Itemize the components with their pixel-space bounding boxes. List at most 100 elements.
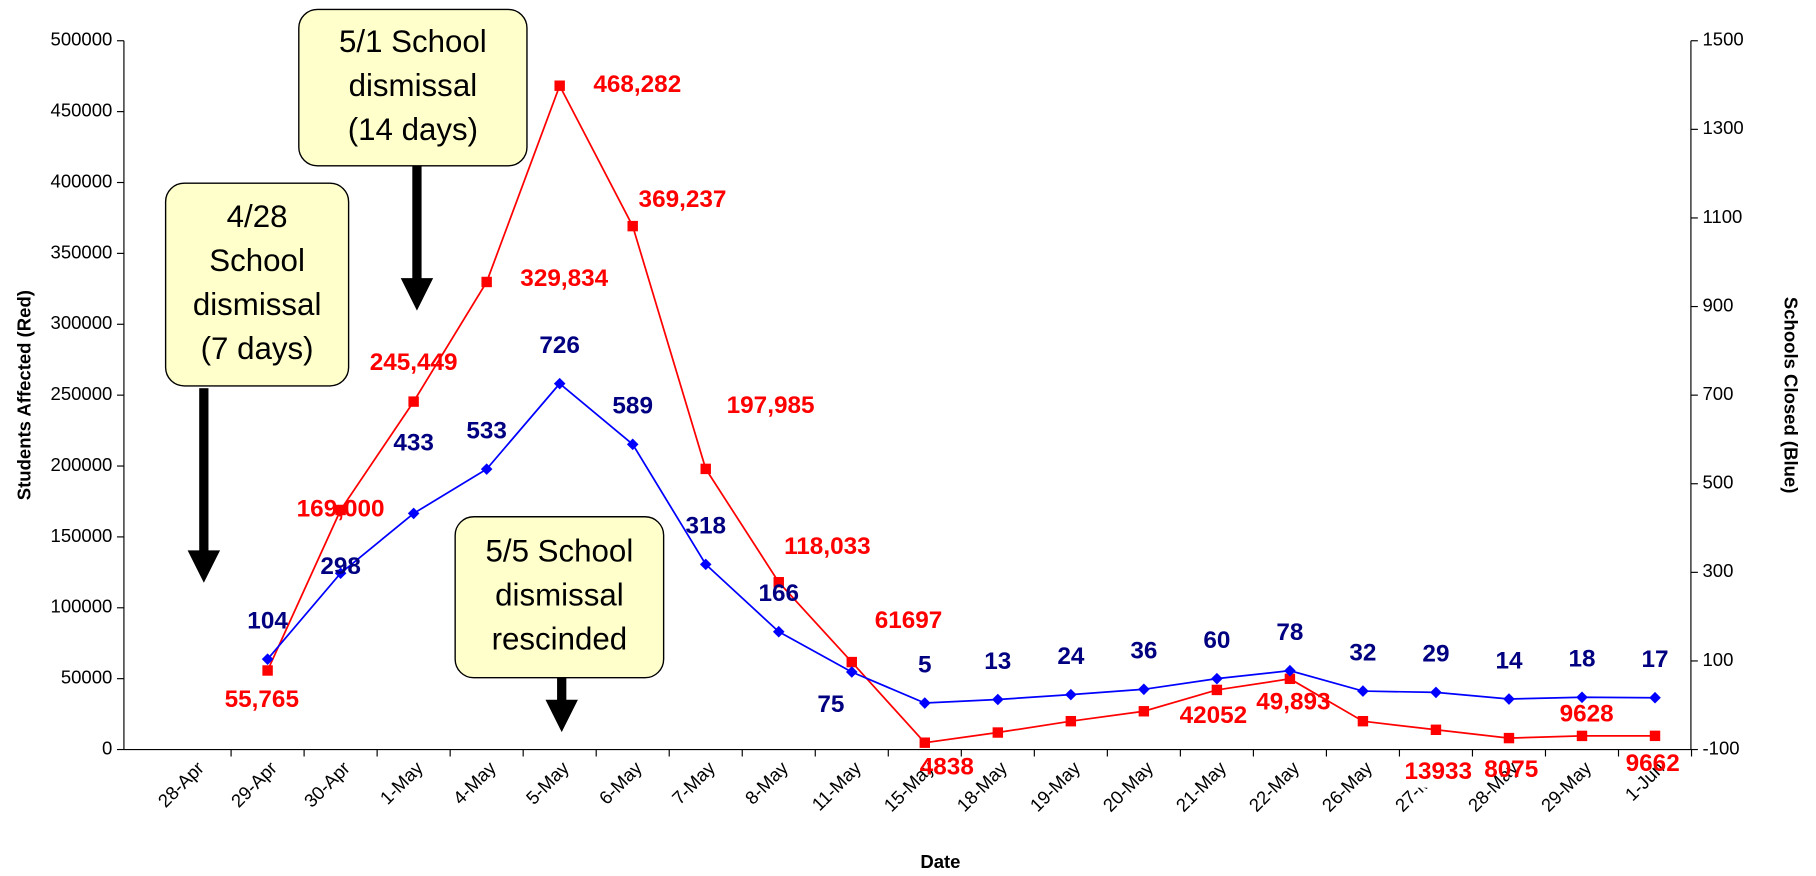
- y-tick-label: 50000: [61, 667, 112, 688]
- annotation-text: dismissal: [349, 68, 478, 103]
- arrow-head: [187, 550, 221, 583]
- data-label: 166: [758, 580, 799, 607]
- marker: [553, 377, 566, 390]
- x-tick-label: 5-May: [522, 757, 574, 809]
- annotation-text: 4/28: [227, 199, 288, 234]
- annotation-text: School: [209, 243, 305, 278]
- marker: [1649, 730, 1661, 742]
- marker: [1138, 706, 1150, 717]
- data-label: 32: [1349, 639, 1376, 666]
- y2-tick-label: 1300: [1703, 117, 1744, 138]
- marker: [992, 727, 1004, 738]
- arrow-shaft: [199, 388, 209, 553]
- marker: [1576, 691, 1588, 704]
- data-label: 75: [817, 691, 844, 718]
- marker: [1430, 724, 1442, 736]
- data-label: 9628: [1560, 700, 1614, 727]
- data-label: 369,237: [639, 186, 727, 213]
- data-label: 5: [918, 651, 932, 678]
- x-tick-label: 26-May: [1318, 757, 1377, 816]
- series-line: [266, 83, 1656, 744]
- y-tick-label: 0: [102, 737, 112, 758]
- marker: [1284, 673, 1296, 685]
- annotation: 4/28 School dismissal (7 days): [164, 182, 350, 583]
- data-label: 169,000: [297, 495, 385, 522]
- y2-axis-title: Schools Closed (Blue): [1780, 297, 1801, 493]
- annotation-text: (14 days): [348, 112, 478, 147]
- x-tick-label: 7-May: [668, 757, 720, 809]
- x-tick-label: 4-May: [449, 757, 501, 809]
- marker: [845, 666, 858, 678]
- data-label: 589: [612, 393, 653, 420]
- x-tick-label: 8-May: [741, 757, 793, 809]
- x-tick-label: 21-May: [1172, 757, 1231, 816]
- y-axis-title: Students Affected (Red): [13, 290, 34, 500]
- data-label: 104: [247, 608, 288, 635]
- annotation-text: (7 days): [201, 331, 314, 366]
- arrow-shaft: [557, 677, 567, 703]
- y-tick-label: 100000: [51, 596, 113, 617]
- marker: [627, 220, 638, 232]
- x-tick-label: 30-Apr: [300, 757, 354, 811]
- y2-tick-label: 700: [1703, 383, 1734, 404]
- x-tick-label: 29-May: [1537, 757, 1596, 816]
- y-tick-label: 400000: [51, 170, 113, 191]
- data-label: 433: [393, 429, 434, 456]
- data-label: 61697: [875, 607, 943, 634]
- annotation: 5/1 School dismissal (14 days): [298, 8, 528, 311]
- marker: [1211, 672, 1223, 685]
- marker: [554, 80, 565, 91]
- marker: [1503, 732, 1515, 744]
- y-tick-label: 150000: [51, 525, 113, 546]
- data-label: 13: [984, 648, 1011, 675]
- data-label: 18: [1568, 646, 1595, 673]
- annotation: 5/5 School dismissal rescinded: [454, 516, 665, 733]
- annotation-text: rescinded: [492, 622, 628, 657]
- marker: [262, 665, 273, 676]
- x-axis-title: Date: [920, 851, 960, 872]
- marker: [626, 438, 639, 451]
- data-label: 49,893: [1256, 689, 1330, 716]
- data-label: 468,282: [593, 71, 681, 98]
- marker: [1649, 691, 1661, 704]
- x-tick-label: 28-Apr: [154, 757, 208, 811]
- marker: [480, 463, 493, 475]
- data-label: 29: [1422, 641, 1449, 668]
- marker: [773, 577, 784, 588]
- data-label: 329,834: [520, 265, 608, 292]
- y-tick-label: 350000: [51, 241, 113, 262]
- y-tick-label: 200000: [51, 454, 113, 475]
- y-tick-label: 300000: [51, 312, 113, 333]
- data-label: 726: [539, 332, 580, 359]
- data-label: 36: [1130, 638, 1157, 665]
- y-tick-label: 450000: [51, 100, 113, 121]
- x-tick-label: 6-May: [595, 757, 647, 809]
- label-bg: [1394, 757, 1483, 788]
- marker: [846, 656, 857, 668]
- marker: [919, 697, 931, 709]
- marker: [261, 653, 274, 665]
- data-label: 245,449: [370, 349, 458, 376]
- y-tick-label: 250000: [51, 383, 113, 404]
- marker: [1065, 688, 1077, 701]
- marker: [1284, 664, 1296, 677]
- marker: [1430, 686, 1442, 699]
- data-label: 8075: [1484, 756, 1538, 783]
- data-label: 118,033: [784, 533, 871, 560]
- x-tick-label: 22-May: [1245, 757, 1304, 816]
- data-label: 4838: [920, 754, 974, 781]
- annotation-text: dismissal: [495, 578, 624, 613]
- data-label: 533: [466, 417, 507, 444]
- arrow-shaft: [412, 165, 422, 281]
- data-label: 298: [320, 553, 361, 580]
- marker: [1503, 693, 1515, 705]
- marker: [772, 625, 785, 638]
- marker: [408, 396, 419, 407]
- x-tick-label: 19-May: [1026, 757, 1085, 816]
- data-label: 13933: [1404, 758, 1472, 785]
- data-label: 9662: [1626, 750, 1680, 777]
- annotation-text: 5/1 School: [339, 24, 487, 59]
- marker: [1576, 730, 1588, 742]
- annotation-text: dismissal: [193, 287, 322, 322]
